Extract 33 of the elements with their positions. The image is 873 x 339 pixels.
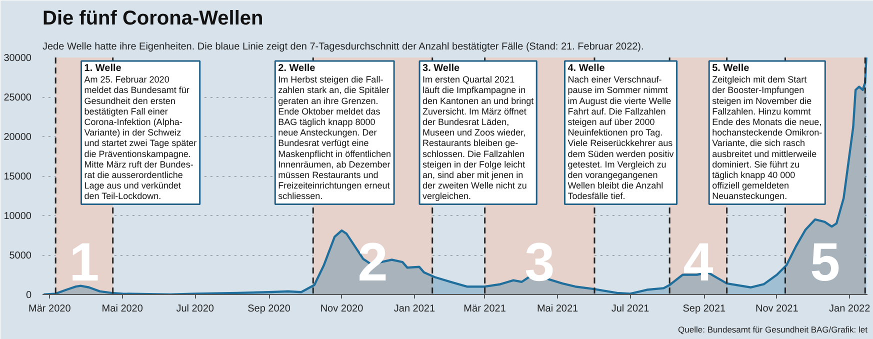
y-tick-label: 15000 [4, 172, 32, 182]
y-tick-label: 0 [26, 290, 32, 301]
x-tick-label: Jul 2020 [176, 304, 214, 314]
x-tick-label: Nov 2020 [320, 304, 364, 314]
x-tick-label: Nov 2021 [755, 304, 799, 314]
band-label: 5 [810, 232, 840, 292]
text: Nach einer Verschnauf- pause im Sommer nimmt im August die vierte Welle Fahrt auf. Die Fallzahlen steigen auf über 2000 Neuinfektionen pro Tag. Viele Reiserückkehrer aus dem Süden werden positiv getestet. Im Vergleich zu den vorangegangenen Wellen bleibt die Anzahl Todesfälle tief. [568, 74, 674, 202]
y-tick-label: 5000 [9, 250, 32, 262]
text: Am 25. Februar 2020 meldet das Bundesamt für Gesundheit den ersten bestätigten Fall einer Corona-Infektion (Alpha- Variante) in der Schweiz und startet zwei Tage später die Präventionskampagne. Mitte März ruft der Bundes- rat die ausserordentliche Lage aus und verkündet den Teil-Lockdown. [84, 74, 197, 202]
x-tick-label: Mär 2020 [28, 304, 72, 314]
chart-subtitle: Jede Welle hatte ihre Eigenheiten. Die blaue Linie zeigt den 7-Tagesdurchschnitt der Anzahl bestätigter Fälle (Stand: 21. Februar 2022). [42, 42, 644, 52]
chart-title: Die fünf Corona-Wellen [42, 8, 264, 30]
x-tick-label: Jan 2021 [394, 304, 436, 314]
x-tick-label: Mai 2021 [536, 304, 579, 314]
x-tick-label: Jan 2022 [829, 304, 871, 314]
annotation: 5. Welle [712, 63, 750, 74]
annotation: 2. Welle [278, 63, 316, 74]
x-tick-label: Sep 2020 [248, 304, 291, 314]
annotation: 1. Welle [84, 63, 122, 74]
annotation: 3. Welle [422, 63, 460, 74]
x-tick-label: Mai 2020 [102, 304, 144, 314]
y-tick-label: 25000 [4, 92, 32, 104]
y-tick-label: 30000 [4, 53, 32, 64]
source-note: Quelle: Bundesamt für Gesundheit BAG/Grafik: let [678, 324, 868, 334]
x-tick-label: Mär 2021 [464, 304, 506, 314]
x-tick-label: Sep 2021 [682, 304, 726, 314]
y-tick-label: 20000 [4, 132, 32, 143]
y-tick-label: 10000 [4, 211, 32, 222]
text: Zeitgleich mit dem Start der Booster-Impfungen steigen im November die Fallzahlen. Hinzu kommt Ende des Monats die neue, hochansteckende Omikron- Variante, die sich rasch ausbreitet und mittlerweile dominiert. Sie führt zu täglich knapp 40 000 offiziell gemeldeten Neuansteckungen. [712, 74, 822, 202]
text: Im ersten Quartal 2021 läuft die Impfkampagne in den Kantonen an und bringt Zuversicht. Im März öffnet der Bundesrat Läden, Museen und Zoos wieder, Restaurants bleiben ge- schlossen. Die Fallzahlen steigen in der Folge leicht an, sind aber mit jenen in der zweiten Welle nicht zu vergleichen. [422, 74, 534, 202]
x-tick-label: Jul 2021 [611, 304, 650, 314]
text: Im Herbst steigen die Fall- zahlen stark an, die Spitäler geraten an ihre Grenzen. Ende Oktober meldet das BAG täglich knapp 8000 neue Ansteckungen. Der Bundesrat verfügt eine Maskenpflicht in öffentlichen Innenräumen, ab Dezember müssen Restaurants und Freizeiteinrichtungen erneut schliessen. [278, 74, 392, 202]
annotation: 4. Welle [568, 63, 606, 74]
